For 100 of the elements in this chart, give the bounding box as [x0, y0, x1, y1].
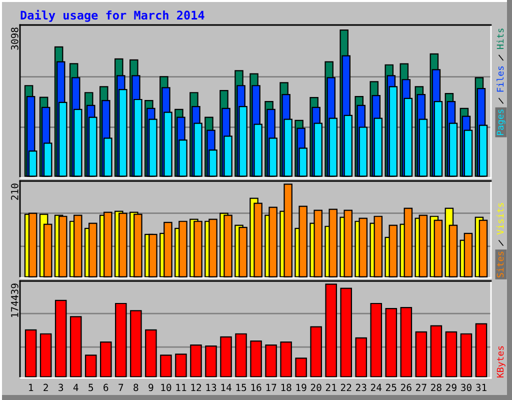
bar — [73, 214, 82, 278]
x-tick-label: 28 — [431, 384, 442, 392]
text: 3098 — [10, 28, 18, 50]
text: Hits — [496, 28, 504, 49]
bar — [130, 310, 142, 378]
x-tick-label: 29 — [446, 384, 456, 392]
x-tick-label: 14 — [221, 384, 232, 391]
x-tick-label: 27 — [416, 384, 426, 391]
bar — [224, 214, 232, 278]
bar — [164, 222, 172, 278]
bar — [235, 333, 247, 378]
bar — [268, 206, 278, 278]
x-tick-label: 10 — [161, 384, 172, 392]
x-tick-label: 17 — [266, 384, 276, 391]
x-tick-label: 6 — [104, 384, 108, 392]
bar — [430, 325, 442, 378]
bar — [385, 308, 398, 378]
bar — [370, 302, 382, 378]
bar — [325, 284, 337, 378]
x-tick-label: 30 — [461, 384, 472, 392]
bar — [265, 344, 277, 378]
bar — [208, 218, 218, 278]
bar — [340, 288, 352, 378]
bar — [284, 184, 292, 278]
bar — [178, 220, 188, 278]
bar — [250, 340, 262, 378]
x-tick-label: 24 — [371, 384, 382, 391]
bar — [58, 216, 68, 278]
x-tick-label: 25 — [386, 384, 396, 392]
bar — [445, 331, 458, 378]
bar — [344, 210, 353, 278]
bar — [464, 232, 473, 278]
bar — [40, 333, 52, 378]
x-tick-label: 22 — [340, 384, 352, 391]
bar — [190, 344, 202, 378]
bar — [115, 302, 127, 378]
bar — [54, 300, 67, 378]
bar — [175, 354, 187, 378]
bar — [374, 216, 383, 278]
x-tick-label: 18 — [281, 384, 292, 392]
bar — [355, 337, 368, 378]
text: 174439 — [10, 284, 18, 317]
bar — [88, 222, 98, 278]
x-tick-label: 8 — [134, 384, 138, 392]
legend-label: Pages — [496, 110, 506, 135]
bar — [134, 214, 142, 278]
x-tick-label: 21 — [326, 384, 336, 391]
x-tick-label: 9 — [148, 384, 154, 392]
x-tick-label: 23 — [356, 384, 366, 392]
x-tick-label: 26 — [401, 384, 412, 392]
bar — [475, 323, 488, 378]
bar — [24, 329, 37, 378]
legend-label: Sites — [496, 252, 504, 278]
bar — [28, 212, 38, 278]
x-tick-label: 31 — [476, 384, 486, 392]
x-tick-label: 4 — [73, 384, 78, 391]
bar — [328, 208, 338, 278]
x-tick-label: 12 — [191, 384, 201, 391]
text: Visits — [496, 203, 504, 235]
bar — [118, 212, 128, 278]
text: KBytes — [496, 346, 506, 378]
bar — [404, 208, 413, 278]
x-tick-label: 7 — [118, 384, 124, 391]
x-tick-label: 16 — [251, 384, 262, 392]
x-tick-label: 20 — [310, 384, 322, 392]
bar — [298, 206, 308, 278]
x-tick-label: 1 — [29, 384, 34, 391]
x-tick-label: 15 — [236, 384, 246, 392]
bar — [238, 226, 248, 278]
bar — [388, 224, 398, 278]
chart-title: Daily usage for March 2014 — [20, 10, 204, 22]
x-tick-label: 11 — [176, 384, 186, 391]
bar — [295, 358, 307, 378]
bar — [194, 220, 202, 278]
bar — [220, 336, 232, 378]
bar — [434, 220, 443, 278]
bar — [70, 316, 82, 378]
legend-label: Files — [496, 66, 504, 92]
bar — [84, 354, 97, 378]
text: 210 — [10, 184, 18, 200]
x-tick-label: 13 — [206, 384, 216, 392]
bar — [148, 234, 158, 278]
x-tick-label: 2 — [44, 384, 48, 391]
bar — [280, 341, 292, 378]
bar — [160, 354, 172, 378]
bar — [418, 214, 428, 278]
bar — [358, 218, 368, 278]
bar — [100, 341, 112, 378]
bar — [400, 307, 412, 378]
bar — [145, 329, 157, 378]
bar — [104, 212, 112, 278]
bar — [460, 333, 472, 378]
bar — [415, 331, 428, 378]
x-tick-label: 3 — [58, 384, 64, 392]
x-tick-label: 19 — [296, 384, 306, 392]
bar — [478, 220, 488, 278]
bar — [314, 210, 322, 278]
bar — [205, 346, 217, 378]
bar — [310, 326, 322, 378]
x-tick-label: 5 — [88, 384, 94, 392]
